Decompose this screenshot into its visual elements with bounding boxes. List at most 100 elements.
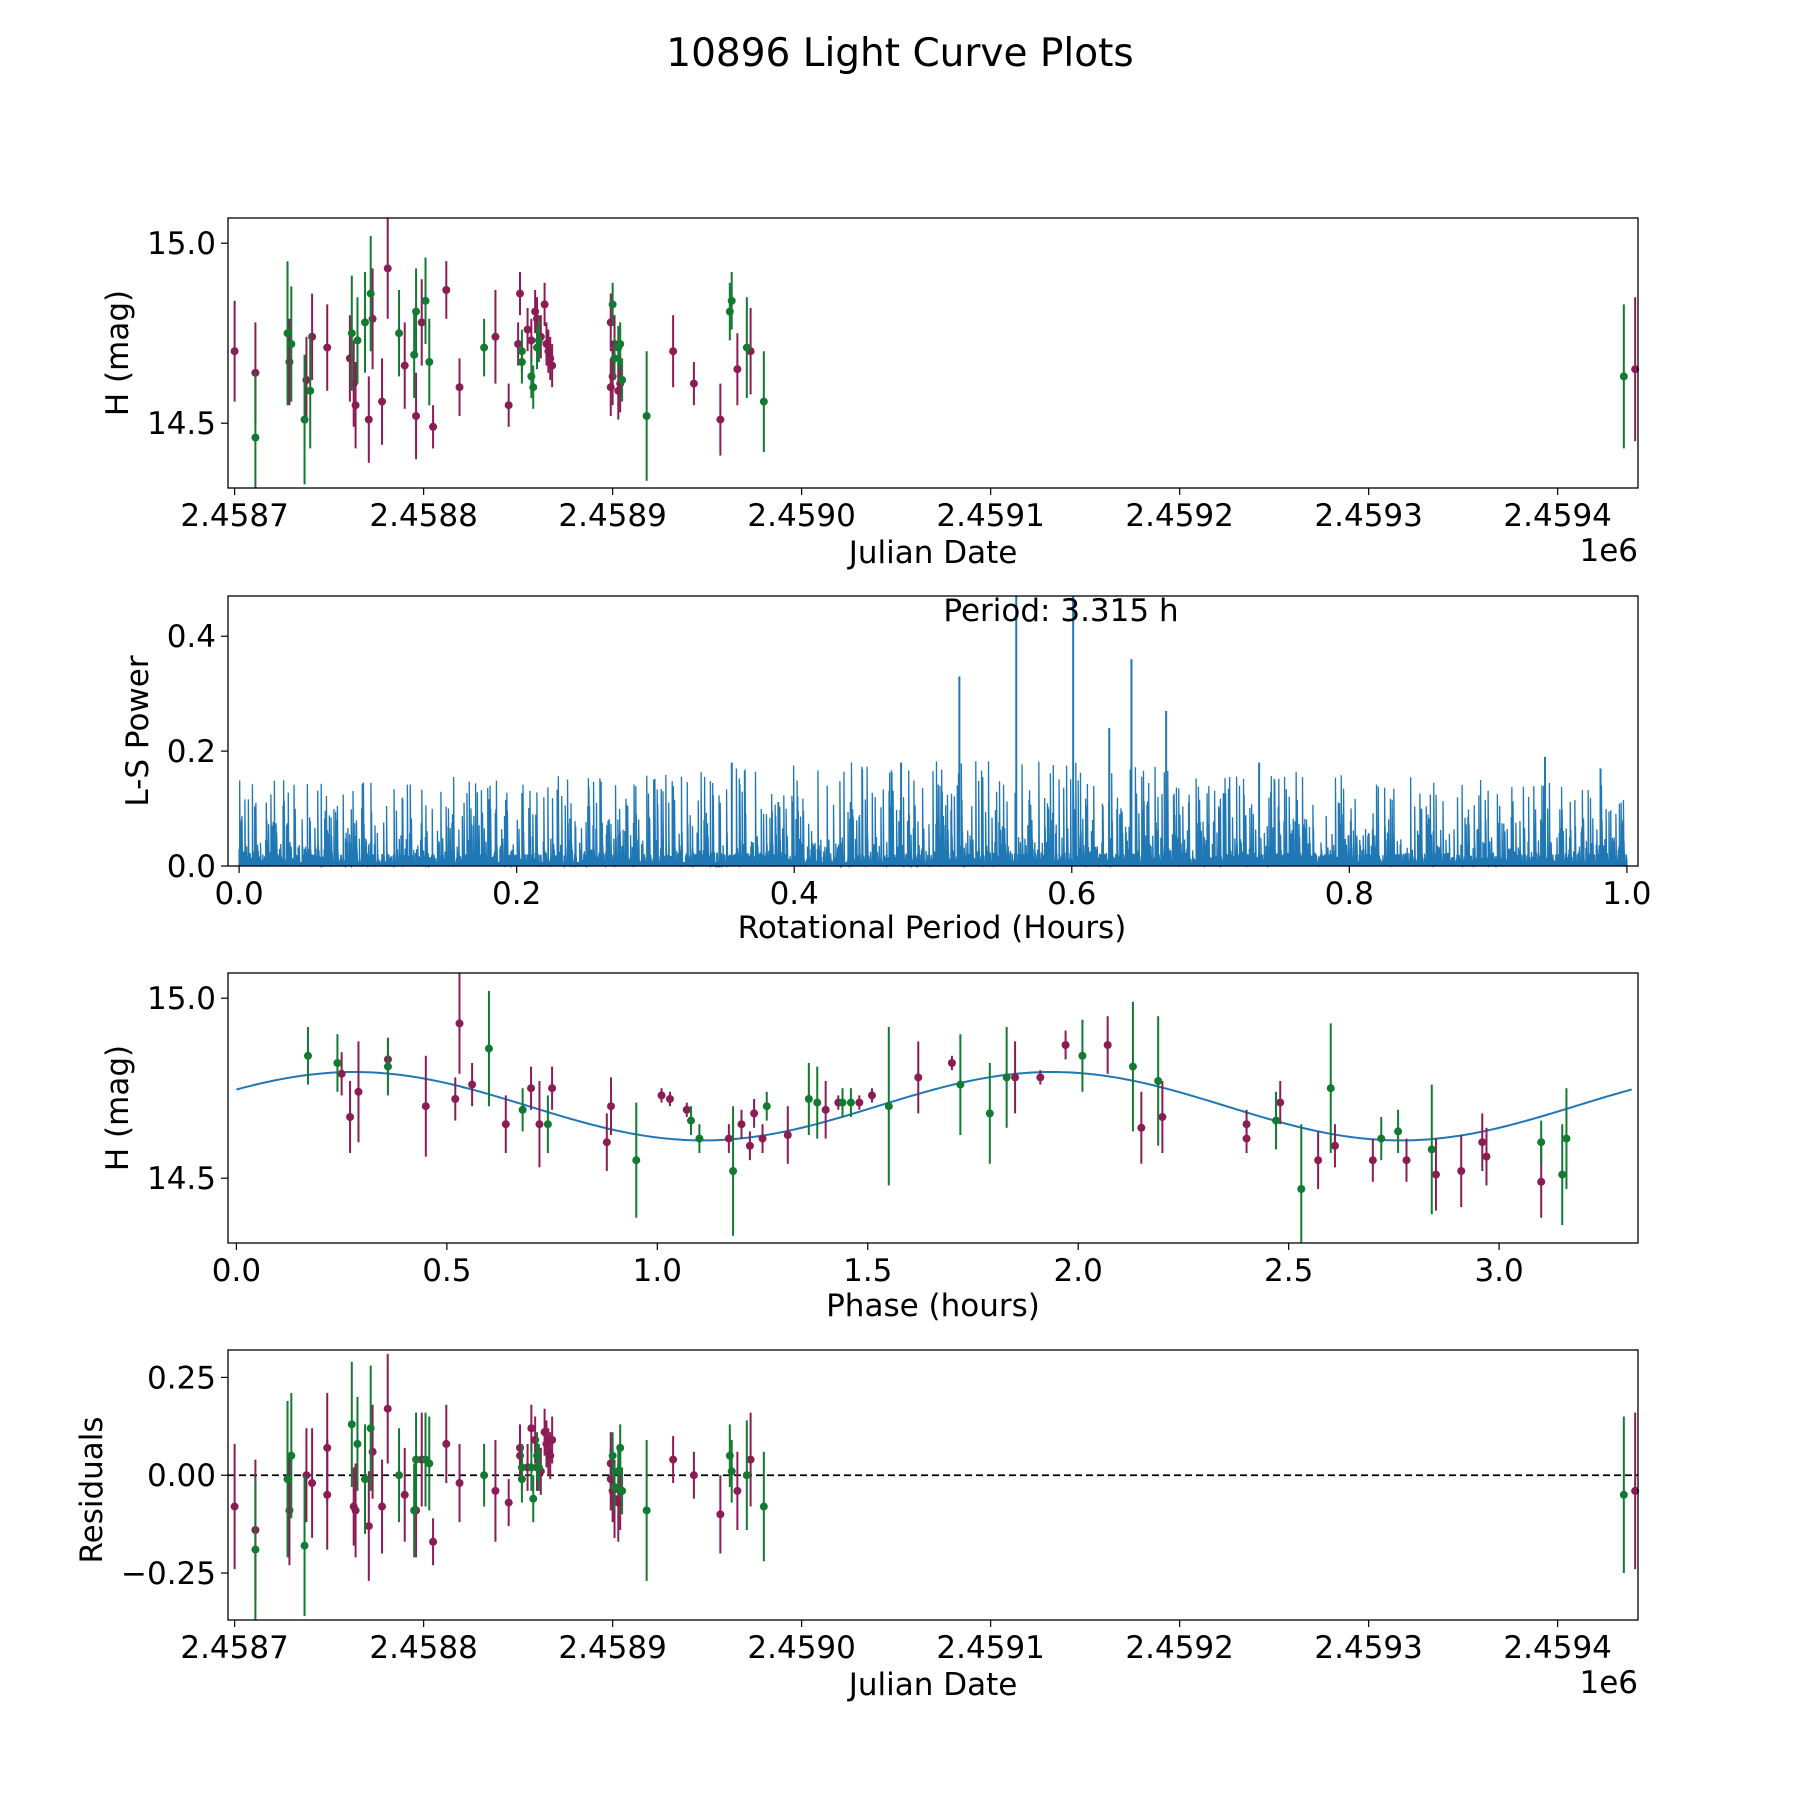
- phased-fit-curve: [236, 1070, 1632, 1142]
- periodogram-panel: 0.0 0.2 0.4 0.6 0.8 1.0 0.0 0.2 0.4 Period: 3.31…: [120, 593, 1652, 946]
- phased-point: [1242, 1120, 1251, 1129]
- lightcurve-point: [1631, 365, 1640, 374]
- periodogram-ytick-label: 0.2: [167, 734, 216, 770]
- lightcurve-point: [742, 343, 751, 352]
- phased-point: [484, 1044, 493, 1053]
- phased-xlabel: Phase (hours): [826, 1288, 1040, 1324]
- lightcurve-point: [364, 415, 373, 424]
- phased-point: [1002, 1073, 1011, 1082]
- lightcurve-ytick-label: 14.5: [147, 406, 216, 442]
- lightcurve-point: [548, 361, 557, 370]
- phased-xtick-label: 2.0: [1054, 1253, 1103, 1289]
- lightcurve-point: [727, 296, 736, 305]
- lightcurve-xtick-label: 2.4592: [1125, 498, 1233, 534]
- periodogram-xlabel: Rotational Period (Hours): [738, 910, 1127, 946]
- phased-point: [686, 1116, 695, 1125]
- lightcurve-point: [514, 340, 523, 348]
- residuals-point: [527, 1463, 536, 1472]
- phased-point: [333, 1059, 342, 1067]
- phased-point: [1036, 1073, 1045, 1082]
- phased-point: [914, 1073, 923, 1082]
- phased-xtick-label: 0.0: [212, 1253, 261, 1289]
- phased-point: [821, 1105, 830, 1114]
- phased-point: [758, 1134, 767, 1143]
- lightcurve-point: [527, 336, 536, 345]
- residuals-point: [733, 1486, 742, 1495]
- periodogram-marks: [238, 596, 1628, 869]
- periodogram-xtick-label: 0.8: [1325, 876, 1374, 912]
- phased-point: [1297, 1185, 1306, 1193]
- residuals-point: [517, 1475, 526, 1484]
- lightcurve-point: [523, 325, 532, 334]
- phased-point: [695, 1134, 704, 1143]
- residuals-point: [323, 1490, 332, 1499]
- periodogram-xtick-label: 0.4: [770, 876, 819, 912]
- phased-point: [346, 1113, 355, 1121]
- residuals-point: [1631, 1486, 1640, 1495]
- periodogram-baseline: [239, 862, 1627, 866]
- phased-point: [783, 1131, 792, 1139]
- residuals-point: [491, 1486, 500, 1495]
- phased-point: [956, 1080, 965, 1089]
- lightcurve-point: [642, 412, 651, 420]
- lightcurve-point: [425, 358, 434, 366]
- residuals-ytick-label: 0.25: [147, 1360, 216, 1396]
- lightcurve-point: [412, 412, 421, 420]
- lightcurve-point: [716, 415, 725, 424]
- phased-point: [1272, 1116, 1281, 1125]
- residuals-xtick-label: 2.4594: [1503, 1630, 1611, 1666]
- lightcurve-point: [351, 401, 360, 410]
- period-annotation: Period: 3.315 h: [943, 593, 1178, 629]
- lightcurve-panel: 2.4587 2.4588 2.4589 2.4590 2.4591 2.4592 2.45…: [100, 217, 1640, 571]
- lightcurve-point: [616, 340, 625, 348]
- phased-point: [1103, 1041, 1112, 1049]
- lightcurve-point: [417, 318, 426, 327]
- phased-panel: 0.0 0.5 1.0 1.5 2.0 2.5 3.0 14.5 15.0 Phase (hou…: [100, 972, 1639, 1324]
- lightcurve-ticks: 2.4587 2.4588 2.4589 2.4590 2.4591 2.4592 2.45…: [147, 226, 1612, 534]
- phased-point: [1128, 1062, 1137, 1071]
- phased-point: [1457, 1167, 1466, 1175]
- phased-point: [1137, 1123, 1146, 1132]
- phased-point: [527, 1084, 536, 1093]
- phased-point: [303, 1051, 312, 1060]
- residuals-marks: [228, 1353, 1640, 1620]
- phased-point: [1482, 1152, 1491, 1161]
- residuals-point: [364, 1522, 373, 1531]
- lightcurve-point: [455, 383, 464, 392]
- phased-point: [855, 1098, 864, 1107]
- lightcurve-point: [608, 300, 617, 309]
- lightcurve-xlabel: Julian Date: [847, 535, 1018, 571]
- residuals-point: [727, 1467, 736, 1476]
- periodogram-xtick-label: 1.0: [1602, 876, 1651, 912]
- residuals-frame: [227, 1349, 1639, 1621]
- residuals-xlabel: Julian Date: [847, 1667, 1018, 1703]
- lightcurve-point: [480, 343, 489, 352]
- phased-point: [682, 1105, 691, 1114]
- lightcurve-point: [618, 376, 627, 384]
- phased-point: [838, 1098, 847, 1107]
- residuals-panel: 2.4587 2.4588 2.4589 2.4590 2.4591 2.4592 2.45…: [74, 1349, 1640, 1703]
- residuals-point: [616, 1443, 625, 1452]
- phased-point: [383, 1062, 392, 1071]
- residuals-point: [287, 1451, 296, 1460]
- lightcurve-point: [323, 343, 332, 352]
- residuals-point: [378, 1502, 387, 1511]
- phased-point: [1427, 1145, 1436, 1154]
- residuals-point: [347, 1420, 356, 1429]
- phased-ticks: 0.0 0.5 1.0 1.5 2.0 2.5 3.0 14.5 15.0: [147, 981, 1524, 1289]
- periodogram-xtick-label: 0.2: [492, 876, 541, 912]
- phased-frame: [227, 972, 1639, 1244]
- residuals-point: [504, 1498, 513, 1507]
- phased-point: [985, 1109, 994, 1118]
- lightcurve-point: [669, 347, 678, 356]
- residuals-ylabel: Residuals: [74, 1416, 110, 1563]
- lightcurve-point: [442, 286, 451, 294]
- phased-ytick-label: 14.5: [147, 1161, 216, 1197]
- residuals-ticks: 2.4587 2.4588 2.4589 2.4590 2.4591 2.4592 2.45…: [121, 1360, 1612, 1666]
- residuals-point: [669, 1455, 678, 1464]
- residuals-point: [425, 1459, 434, 1468]
- periodogram-line: [238, 761, 1628, 869]
- residuals-point: [400, 1490, 409, 1499]
